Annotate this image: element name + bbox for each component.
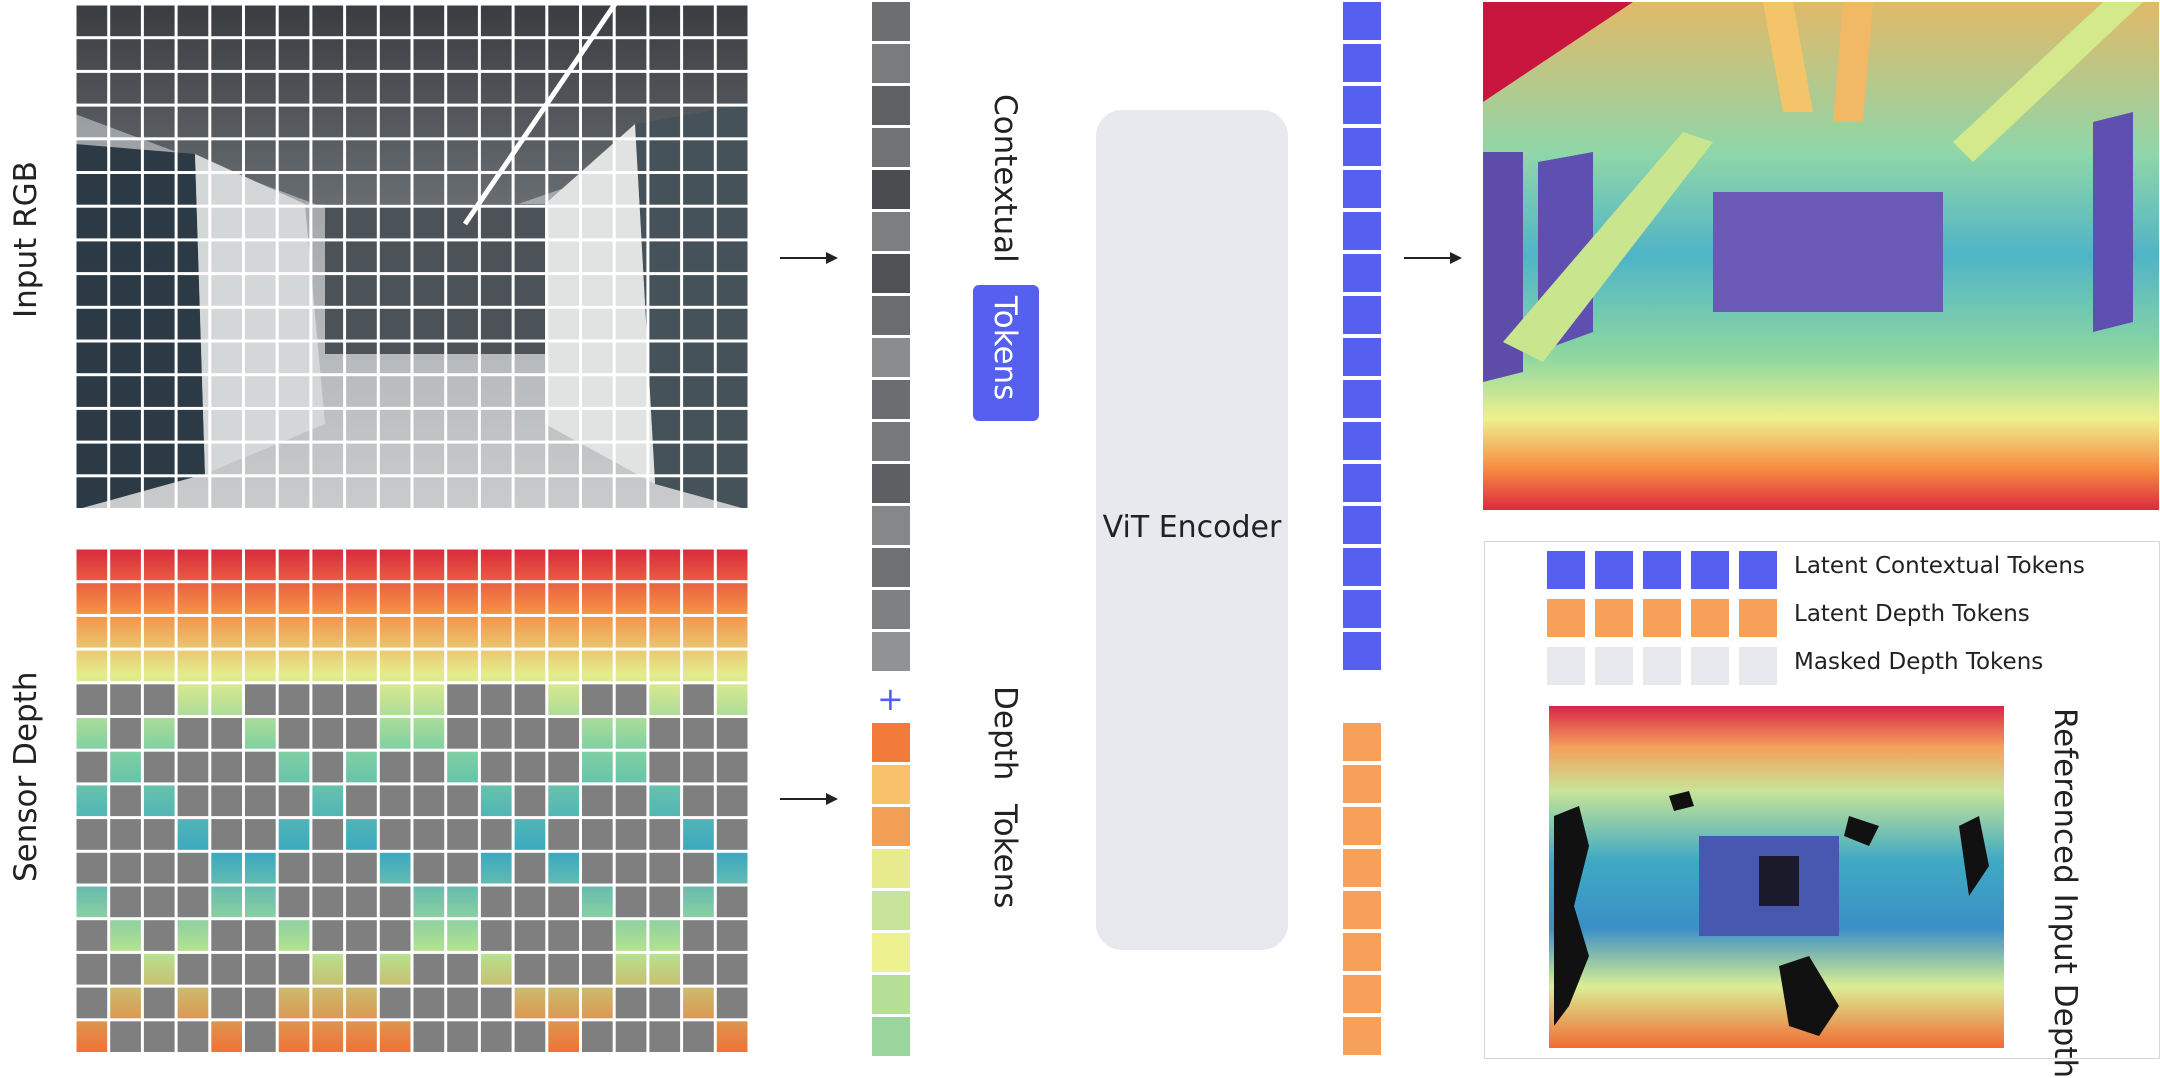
token-square bbox=[1343, 1017, 1381, 1055]
latent-depth-tokens bbox=[1343, 723, 1381, 1056]
token-square bbox=[1343, 2, 1381, 40]
legend-token-square bbox=[1691, 551, 1729, 589]
token-square bbox=[872, 765, 910, 804]
input-rgb-image bbox=[75, 4, 749, 510]
legend-token-square bbox=[1739, 551, 1777, 589]
token-square bbox=[1343, 723, 1381, 761]
referenced-input-depth-label: Referenced Input Depth bbox=[2047, 708, 2083, 1078]
token-square bbox=[872, 506, 910, 545]
vit-encoder-block: ViT Encoder bbox=[1096, 110, 1288, 950]
token-square bbox=[872, 2, 910, 41]
token-square bbox=[872, 170, 910, 209]
token-square bbox=[872, 891, 910, 930]
legend-label: Latent Depth Tokens bbox=[1794, 601, 2030, 627]
token-square bbox=[1343, 86, 1381, 124]
right-arrow-icon bbox=[780, 252, 838, 264]
plus-icon: + bbox=[877, 680, 904, 718]
sensor-depth-label: Sensor Depth bbox=[8, 671, 44, 882]
predicted-depth-map bbox=[1483, 2, 2159, 510]
token-square bbox=[1343, 422, 1381, 460]
token-square bbox=[1343, 464, 1381, 502]
token-square bbox=[872, 975, 910, 1014]
token-square bbox=[1343, 296, 1381, 334]
depth-tokens-label: Tokens bbox=[987, 804, 1023, 909]
tokens-badge-label: Tokens bbox=[987, 296, 1023, 401]
token-square bbox=[1343, 807, 1381, 845]
legend-token-square bbox=[1595, 599, 1633, 637]
token-square bbox=[872, 590, 910, 629]
right-arrow-icon bbox=[780, 793, 838, 805]
token-square bbox=[872, 1017, 910, 1056]
legend-token-square bbox=[1547, 599, 1585, 637]
token-square bbox=[872, 296, 910, 335]
token-square bbox=[872, 254, 910, 293]
token-square bbox=[1343, 128, 1381, 166]
token-square bbox=[1343, 254, 1381, 292]
legend-token-square bbox=[1595, 647, 1633, 685]
token-square bbox=[1343, 170, 1381, 208]
depth-label: Depth bbox=[987, 686, 1023, 781]
legend-token-square bbox=[1739, 599, 1777, 637]
legend-token-square bbox=[1643, 599, 1681, 637]
token-square bbox=[872, 548, 910, 587]
sensor-depth-image bbox=[75, 548, 749, 1054]
token-square bbox=[872, 44, 910, 83]
legend-token-square bbox=[1691, 599, 1729, 637]
latent-contextual-tokens bbox=[1343, 2, 1381, 672]
legend-label: Latent Contextual Tokens bbox=[1794, 553, 2085, 579]
token-square bbox=[1343, 338, 1381, 376]
token-square bbox=[872, 723, 910, 762]
depth-token-column bbox=[872, 723, 910, 1056]
token-square bbox=[872, 380, 910, 419]
token-square bbox=[1343, 590, 1381, 628]
contextual-token-column bbox=[872, 2, 910, 672]
token-square bbox=[1343, 380, 1381, 418]
token-square bbox=[1343, 632, 1381, 670]
legend-token-square bbox=[1643, 647, 1681, 685]
legend-token-square bbox=[1595, 551, 1633, 589]
token-square bbox=[872, 86, 910, 125]
legend-token-square bbox=[1691, 647, 1729, 685]
token-square bbox=[1343, 212, 1381, 250]
legend-token-square bbox=[1547, 647, 1585, 685]
token-square bbox=[872, 212, 910, 251]
token-square bbox=[872, 632, 910, 671]
token-square bbox=[1343, 548, 1381, 586]
token-square bbox=[872, 849, 910, 888]
token-square bbox=[1343, 933, 1381, 971]
legend-token-square bbox=[1739, 647, 1777, 685]
token-square bbox=[872, 128, 910, 167]
legend-panel: Latent Contextual Tokens Latent Depth To… bbox=[1484, 541, 2160, 1059]
token-square bbox=[1343, 765, 1381, 803]
right-arrow-icon bbox=[1404, 252, 1462, 264]
token-square bbox=[1343, 44, 1381, 82]
referenced-depth-image bbox=[1549, 706, 2004, 1048]
contextual-label: Contextual bbox=[987, 94, 1023, 263]
legend-label: Masked Depth Tokens bbox=[1794, 649, 2044, 675]
token-square bbox=[872, 933, 910, 972]
token-square bbox=[872, 464, 910, 503]
token-square bbox=[872, 338, 910, 377]
encoder-label: ViT Encoder bbox=[1102, 510, 1282, 545]
token-square bbox=[1343, 975, 1381, 1013]
tokens-badge bbox=[973, 285, 1039, 421]
legend-token-square bbox=[1547, 551, 1585, 589]
token-square bbox=[872, 807, 910, 846]
token-square bbox=[1343, 891, 1381, 929]
input-rgb-label: Input RGB bbox=[8, 161, 44, 318]
legend-token-square bbox=[1643, 551, 1681, 589]
token-square bbox=[1343, 849, 1381, 887]
token-square bbox=[872, 422, 910, 461]
token-square bbox=[1343, 506, 1381, 544]
